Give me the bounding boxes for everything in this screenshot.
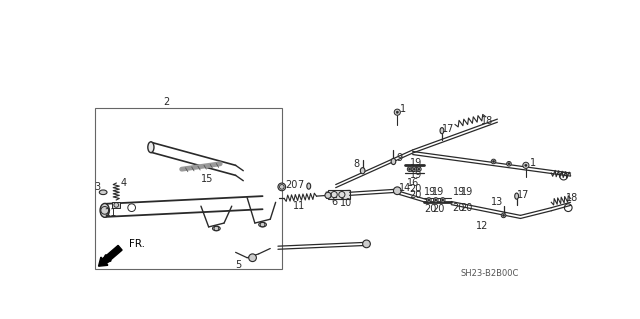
Text: 19: 19 — [410, 164, 422, 174]
Circle shape — [396, 111, 399, 113]
Ellipse shape — [278, 183, 285, 191]
Text: 11: 11 — [293, 201, 306, 211]
Circle shape — [418, 168, 420, 170]
Text: 12: 12 — [476, 221, 488, 231]
Text: 20: 20 — [410, 190, 422, 200]
Ellipse shape — [391, 159, 396, 165]
Text: 13: 13 — [492, 197, 504, 207]
Text: 7: 7 — [297, 180, 303, 189]
Text: 20: 20 — [410, 184, 422, 194]
Ellipse shape — [440, 128, 444, 134]
Text: 3: 3 — [94, 182, 100, 192]
Text: 2: 2 — [163, 97, 170, 107]
Ellipse shape — [212, 226, 220, 231]
Text: 15: 15 — [201, 174, 213, 184]
Text: 20: 20 — [460, 203, 473, 213]
Text: 19: 19 — [410, 158, 422, 168]
Text: 18: 18 — [566, 193, 578, 204]
Text: 20: 20 — [424, 204, 436, 214]
Circle shape — [426, 198, 431, 202]
Bar — [95, 108, 282, 269]
Circle shape — [433, 198, 438, 202]
Circle shape — [523, 162, 529, 168]
Text: FR.: FR. — [129, 239, 145, 249]
Text: 18: 18 — [481, 116, 493, 126]
Circle shape — [363, 240, 371, 248]
Text: 6: 6 — [331, 197, 337, 207]
Ellipse shape — [325, 192, 331, 198]
Circle shape — [394, 109, 401, 115]
Text: 1: 1 — [530, 158, 536, 168]
Circle shape — [492, 159, 496, 164]
Circle shape — [407, 167, 412, 172]
Text: 17: 17 — [442, 124, 454, 134]
Text: SH23-B2B00C: SH23-B2B00C — [461, 269, 519, 278]
Text: 21: 21 — [104, 208, 116, 218]
Text: 19: 19 — [460, 187, 473, 197]
Circle shape — [492, 160, 495, 163]
Ellipse shape — [259, 222, 266, 227]
Text: 20: 20 — [432, 204, 444, 214]
Circle shape — [417, 167, 421, 172]
Circle shape — [442, 199, 444, 201]
Bar — [328, 190, 349, 199]
Ellipse shape — [99, 190, 107, 195]
Bar — [113, 202, 120, 208]
Text: 14: 14 — [399, 183, 411, 193]
Text: 17: 17 — [516, 189, 529, 200]
Circle shape — [508, 163, 510, 165]
Text: 1: 1 — [401, 104, 406, 114]
Circle shape — [440, 198, 445, 202]
Text: 20: 20 — [452, 203, 465, 213]
Ellipse shape — [515, 193, 518, 199]
Ellipse shape — [100, 204, 109, 217]
Text: 8: 8 — [353, 159, 360, 169]
Text: 16: 16 — [406, 178, 419, 188]
Circle shape — [501, 213, 506, 218]
Text: 19: 19 — [432, 187, 444, 197]
Text: 19: 19 — [452, 187, 465, 197]
Ellipse shape — [360, 168, 365, 174]
Circle shape — [525, 164, 527, 167]
Circle shape — [408, 168, 411, 170]
Ellipse shape — [307, 183, 310, 189]
Text: 5: 5 — [236, 260, 242, 271]
Circle shape — [428, 199, 430, 201]
Circle shape — [413, 168, 415, 170]
Circle shape — [412, 167, 417, 172]
Circle shape — [502, 214, 505, 217]
Text: 19: 19 — [424, 187, 436, 197]
FancyArrow shape — [99, 245, 122, 266]
Text: 19: 19 — [410, 170, 422, 180]
Circle shape — [435, 199, 437, 201]
Text: 9: 9 — [397, 152, 403, 163]
Ellipse shape — [148, 142, 154, 152]
Text: 20: 20 — [285, 180, 297, 189]
Circle shape — [507, 161, 511, 166]
Circle shape — [394, 187, 401, 195]
Circle shape — [249, 254, 257, 262]
Text: 10: 10 — [340, 198, 353, 208]
Text: 4: 4 — [121, 178, 127, 188]
